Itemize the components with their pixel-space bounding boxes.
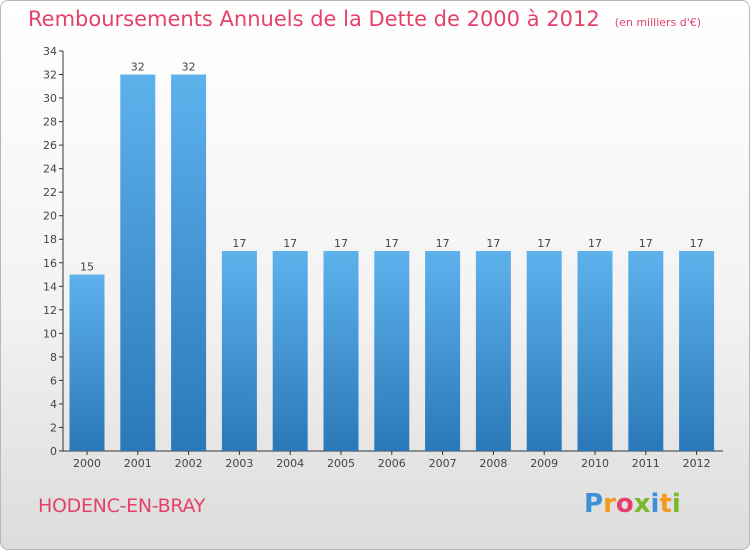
bar-value-label: 17 (232, 237, 246, 250)
y-tick-label: 22 (43, 186, 57, 199)
commune-name: HODENC-EN-BRAY (38, 495, 206, 517)
bar (120, 74, 156, 451)
x-tick-label: 2000 (73, 457, 101, 470)
bar-value-label: 17 (690, 237, 704, 250)
bar (323, 251, 359, 451)
y-tick-label: 16 (43, 257, 57, 270)
logo-letter: P (584, 489, 604, 519)
x-tick-label: 2012 (683, 457, 711, 470)
x-tick-label: 2002 (175, 457, 203, 470)
bars (69, 74, 715, 451)
y-tick-label: 30 (43, 92, 57, 105)
bar (221, 251, 257, 451)
bar (425, 251, 461, 451)
y-tick-label: 28 (43, 116, 57, 129)
logo-letter: x (633, 489, 651, 519)
x-tick-label: 2004 (276, 457, 304, 470)
bar-value-label: 32 (131, 61, 145, 74)
bar (374, 251, 410, 451)
x-tick-label: 2007 (429, 457, 457, 470)
bar (679, 251, 715, 451)
bar-value-label: 17 (334, 237, 348, 250)
logo-letter: i (650, 489, 660, 519)
logo-letter: t (659, 489, 672, 519)
bar-value-label: 17 (436, 237, 450, 250)
y-tick-label: 26 (43, 139, 57, 152)
y-tick-label: 4 (50, 398, 57, 411)
bar (171, 74, 207, 451)
y-tick-label: 20 (43, 210, 57, 223)
bar (577, 251, 613, 451)
x-axis: 2000 2001 2002 2003 2004 2005 2006 2007 2008 2009… (63, 450, 723, 470)
logo-letter: o (615, 489, 634, 519)
x-tick-label: 2011 (632, 457, 660, 470)
bar-value-label: 17 (486, 237, 500, 250)
bar-value-label: 17 (639, 237, 653, 250)
y-tick-label: 8 (50, 351, 57, 364)
proxiti-logo: Proxiti (584, 489, 681, 519)
logo-letter: i (671, 489, 681, 519)
y-tick-label: 10 (43, 327, 57, 340)
y-tick-label: 12 (43, 304, 57, 317)
bar (526, 251, 562, 451)
bar (628, 251, 664, 451)
x-tick-label: 2003 (225, 457, 253, 470)
bar-value-label: 17 (537, 237, 551, 250)
y-tick-label: 32 (43, 69, 57, 82)
bar-value-label: 17 (385, 237, 399, 250)
bar (475, 251, 511, 451)
y-tick-label: 14 (43, 280, 57, 293)
x-tick-label: 2001 (124, 457, 152, 470)
chart-title: Remboursements Annuels de la Dette de 20… (28, 7, 600, 31)
title-row: Remboursements Annuels de la Dette de 20… (28, 7, 701, 31)
x-tick-label: 2006 (378, 457, 406, 470)
bar-value-label: 15 (80, 261, 94, 274)
chart-unit-note: (en milliers d'€) (614, 16, 702, 29)
x-tick-label: 2010 (581, 457, 609, 470)
data-labels: 15 32 32 17 17 17 17 17 17 17 17 17 17 (80, 61, 704, 274)
y-tick-label: 2 (50, 421, 57, 434)
y-tick-label: 0 (50, 445, 57, 458)
bar (272, 251, 308, 451)
bar-value-label: 32 (182, 61, 196, 74)
logo-letter: r (603, 489, 616, 519)
y-tick-label: 6 (50, 374, 57, 387)
y-tick-label: 24 (43, 163, 57, 176)
y-tick-label: 18 (43, 233, 57, 246)
bar-value-label: 17 (283, 237, 297, 250)
bar (69, 274, 105, 451)
x-tick-label: 2009 (530, 457, 558, 470)
x-tick-label: 2005 (327, 457, 355, 470)
bar-value-label: 17 (588, 237, 602, 250)
x-tick-label: 2008 (479, 457, 507, 470)
y-tick-label: 34 (43, 45, 57, 58)
